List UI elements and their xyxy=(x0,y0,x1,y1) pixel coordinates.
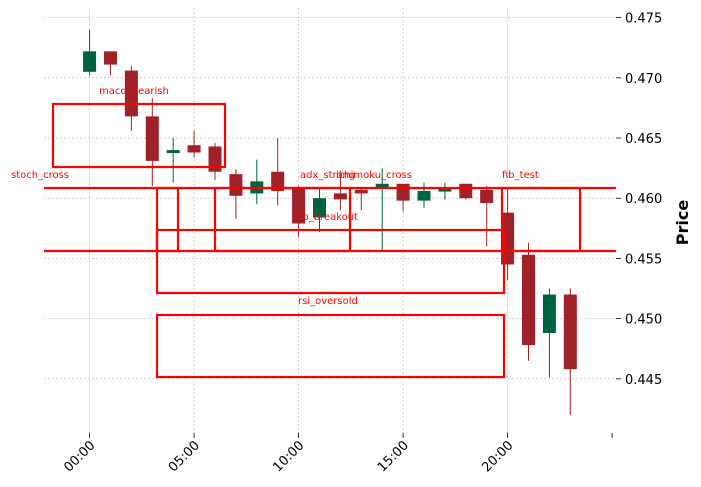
macd-bearish-box xyxy=(51,102,227,169)
candle xyxy=(542,288,556,378)
annotation-label: bb_breakout xyxy=(296,212,358,223)
candle xyxy=(271,138,285,206)
annotation-label: stoch_cross xyxy=(11,170,69,181)
y-tick-label: 0.450 xyxy=(625,313,662,328)
candle-body xyxy=(417,191,431,201)
candle xyxy=(250,159,264,205)
x-tick-label: 05:00 xyxy=(166,438,203,475)
candle-body xyxy=(313,198,326,218)
candle-body xyxy=(271,171,285,192)
candle-body xyxy=(166,150,180,154)
candle-body xyxy=(208,146,222,172)
annotation-label: fib_test xyxy=(502,170,539,181)
candle xyxy=(417,182,431,208)
candle xyxy=(292,186,306,237)
candle-body xyxy=(83,51,97,72)
candle-body xyxy=(354,189,368,194)
candle xyxy=(104,51,117,76)
candle-body xyxy=(229,174,243,196)
candle xyxy=(375,168,389,252)
candle xyxy=(438,182,452,200)
candle-body xyxy=(187,145,201,153)
candle-body xyxy=(292,188,306,224)
candle-body xyxy=(396,183,410,201)
annotation-label: rsi_oversold xyxy=(298,296,358,307)
candle xyxy=(187,130,201,158)
y-tick-label: 0.455 xyxy=(625,252,662,267)
x-tick-label: 20:00 xyxy=(479,438,516,475)
candle xyxy=(124,65,138,131)
candle-body xyxy=(542,294,556,334)
annotation-label: macd_bearish xyxy=(99,86,169,97)
candle-body xyxy=(145,116,159,161)
annotation-label: adx_strong xyxy=(300,170,355,181)
candle-body xyxy=(438,188,452,192)
candle xyxy=(459,183,473,200)
x-tick-label: 15:00 xyxy=(375,438,412,475)
candle xyxy=(208,142,222,181)
ichimoku-cross-box xyxy=(213,186,352,253)
candle xyxy=(229,169,243,219)
candle-body xyxy=(333,193,347,200)
candle xyxy=(522,242,535,361)
adx-strong-box xyxy=(155,186,180,253)
x-tick-label: 10:00 xyxy=(270,438,307,475)
candle xyxy=(333,170,347,211)
y-tick-label: 0.475 xyxy=(625,12,662,27)
candle-body xyxy=(480,189,494,204)
candle-body xyxy=(522,254,535,346)
candle xyxy=(145,98,159,187)
y-tick-label: 0.445 xyxy=(625,373,662,388)
candle xyxy=(166,138,180,183)
candle-body xyxy=(459,183,473,199)
annotation-label: ichimoku_cross xyxy=(336,170,412,181)
candle-body xyxy=(104,51,117,65)
y-axis-label: Price xyxy=(673,200,692,246)
candle-body xyxy=(375,183,389,189)
rsi-oversold-box xyxy=(155,313,506,379)
candle xyxy=(313,187,326,232)
fib-test-box xyxy=(500,186,582,253)
annotation-labels: macd_bearish stoch_cross adx_strongichimok… xyxy=(11,86,539,307)
candle xyxy=(354,187,368,211)
bb-breakout-box xyxy=(155,228,506,295)
annotation-shapes xyxy=(44,102,616,379)
y-tick-label: 0.470 xyxy=(625,72,662,87)
candle xyxy=(563,288,577,415)
axes: 0.445 0.450 0.455 0.460 0.465 0.470 0.475 00:00… xyxy=(61,12,662,476)
y-tick-label: 0.460 xyxy=(625,192,662,207)
x-tick-label: 00:00 xyxy=(61,438,98,475)
candle xyxy=(480,186,494,247)
candle-body xyxy=(563,294,577,370)
candle xyxy=(83,29,97,76)
y-tick-label: 0.465 xyxy=(625,132,662,147)
